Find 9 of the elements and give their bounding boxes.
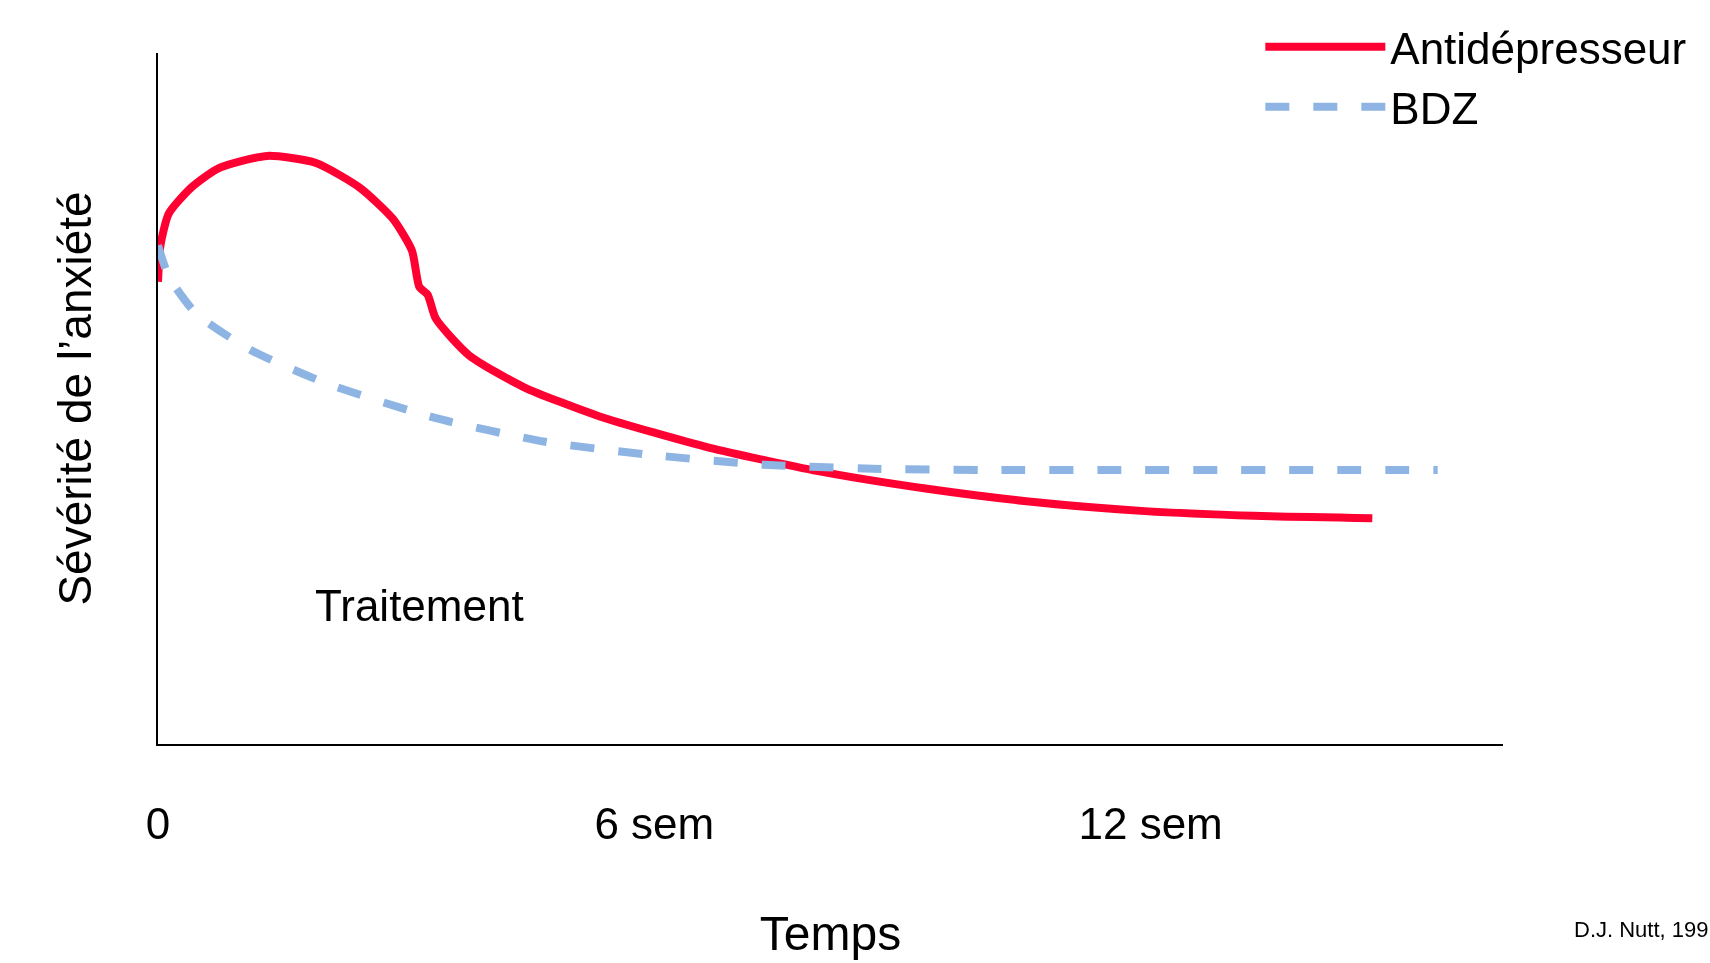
x-axis-title: Temps bbox=[759, 907, 902, 961]
x-tick-label: 6 sem bbox=[594, 798, 715, 848]
x-tick-label: 0 bbox=[145, 798, 171, 848]
legend-label: Antidépresseur bbox=[1390, 23, 1687, 73]
legend-label: BDZ bbox=[1390, 84, 1479, 133]
text: D.J. Nutt, 199 bbox=[1574, 917, 1709, 942]
annotation: Traitement bbox=[315, 581, 524, 630]
y-axis-title: Sévérité de l’anxiété bbox=[48, 191, 101, 606]
x-tick-label: 12 sem bbox=[1078, 798, 1223, 848]
